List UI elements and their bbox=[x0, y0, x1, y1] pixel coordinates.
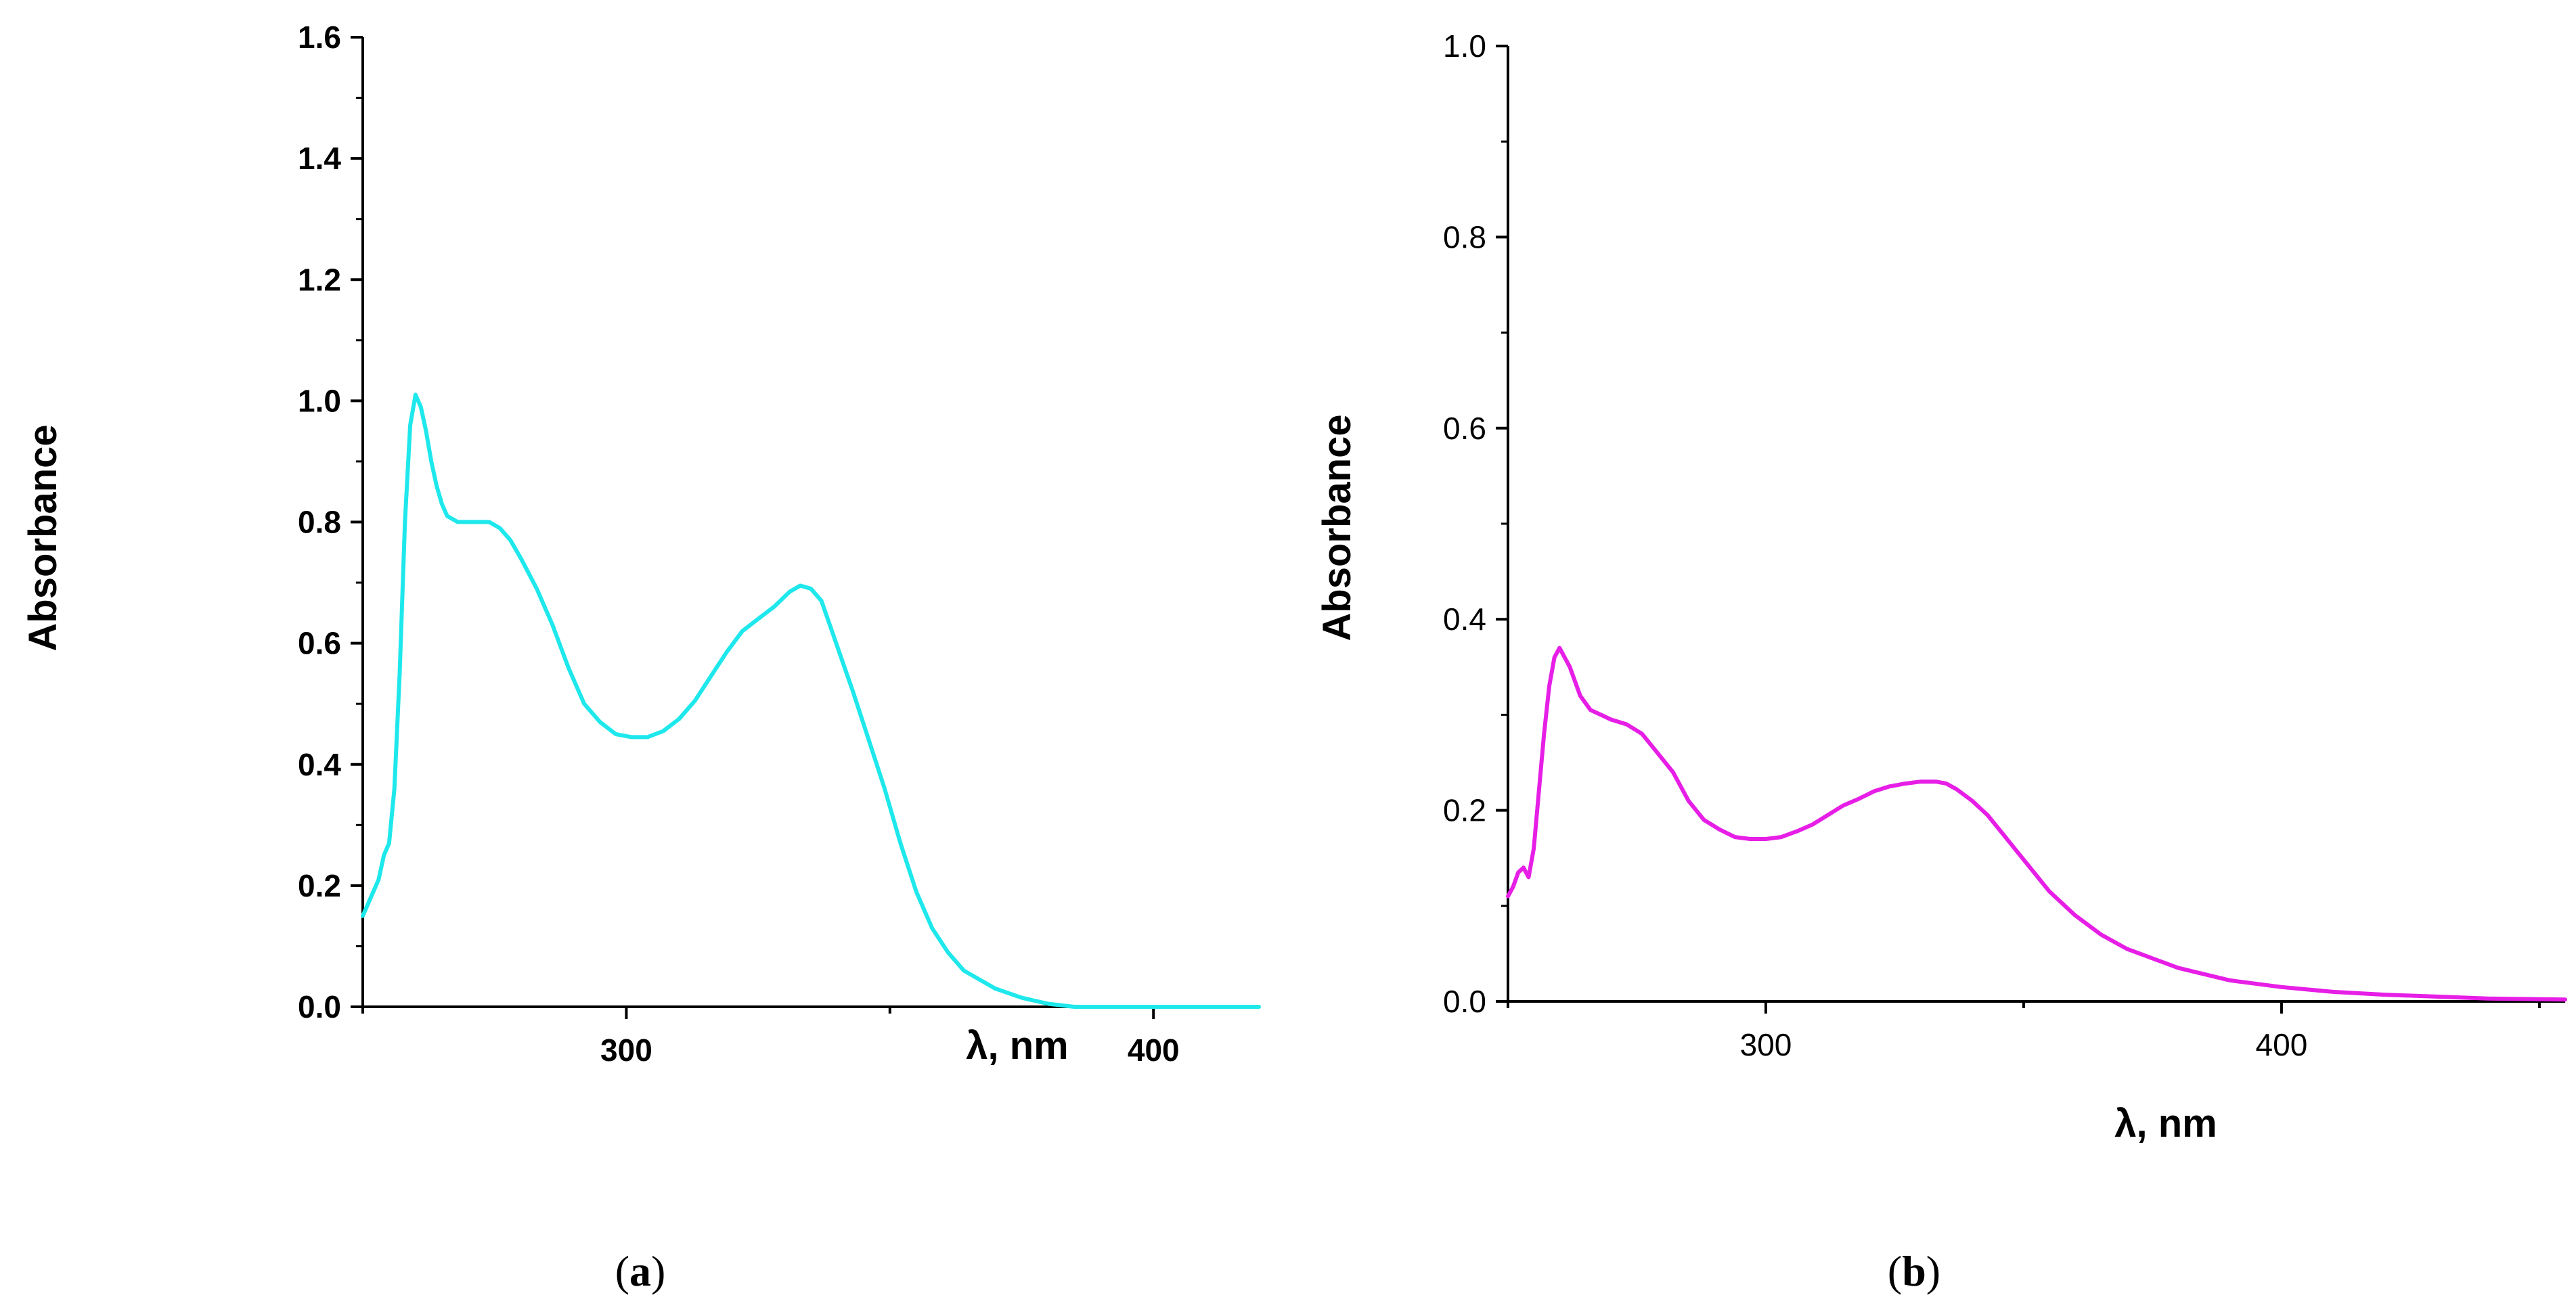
panel-label-a-open: ( bbox=[615, 1247, 629, 1295]
x-tick-label-b: 400 bbox=[2256, 1027, 2308, 1062]
panel-label-b-letter: b bbox=[1902, 1247, 1926, 1295]
x-tick-label-a: 400 bbox=[1128, 1033, 1180, 1068]
y-tick-label-b: 0.6 bbox=[1443, 411, 1486, 446]
panel-label-a-close: ) bbox=[651, 1247, 665, 1295]
panel-label-b-close: ) bbox=[1926, 1247, 1940, 1295]
y-tick-label-b: 0.2 bbox=[1443, 793, 1486, 828]
y-tick-label-b: 0.0 bbox=[1443, 984, 1486, 1019]
y-tick-label-b: 0.4 bbox=[1443, 602, 1486, 637]
y-tick-label-a: 1.6 bbox=[298, 20, 341, 55]
x-tick-label-b: 300 bbox=[1740, 1027, 1792, 1062]
y-tick-label-a: 0.8 bbox=[298, 505, 341, 540]
y-tick-label-a: 0.6 bbox=[298, 626, 341, 661]
series-line-b bbox=[1506, 645, 2567, 1002]
series-line-a bbox=[361, 392, 1261, 1009]
y-axis-title-a: Absorbance bbox=[21, 424, 65, 651]
panel-label-a-letter: a bbox=[629, 1247, 651, 1295]
chart-panel-b: Absorbance λ, nm (b) 0.0 0.2 0.4 0.6 0.8 1.0 3… bbox=[1315, 28, 2567, 1295]
y-tick-label-b: 1.0 bbox=[1443, 28, 1486, 64]
y-tick-label-a: 0.2 bbox=[298, 868, 341, 903]
y-tick-label-a: 1.2 bbox=[298, 262, 341, 297]
panel-label-b-open: ( bbox=[1888, 1247, 1902, 1295]
y-axis-title-b: Absorbance bbox=[1315, 414, 1359, 641]
y-tick-label-a: 1.4 bbox=[298, 141, 341, 176]
y-tick-label-a: 0.0 bbox=[298, 989, 341, 1024]
x-axis-title-b: λ, nm bbox=[2114, 1102, 2217, 1146]
panel-label-a: (a) bbox=[615, 1247, 666, 1295]
x-tick-label-a: 300 bbox=[600, 1033, 652, 1068]
y-tick-label-b: 0.8 bbox=[1443, 219, 1486, 254]
x-axis-title-a: λ, nm bbox=[966, 1024, 1069, 1068]
chart-panel-a: Absorbance λ, nm (a) 0.0 0.2 0.4 0.6 0.8 1.0 1… bbox=[21, 20, 1261, 1295]
y-tick-label-a: 1.0 bbox=[298, 383, 341, 418]
panel-label-b: (b) bbox=[1888, 1247, 1940, 1295]
y-tick-label-a: 0.4 bbox=[298, 747, 341, 782]
